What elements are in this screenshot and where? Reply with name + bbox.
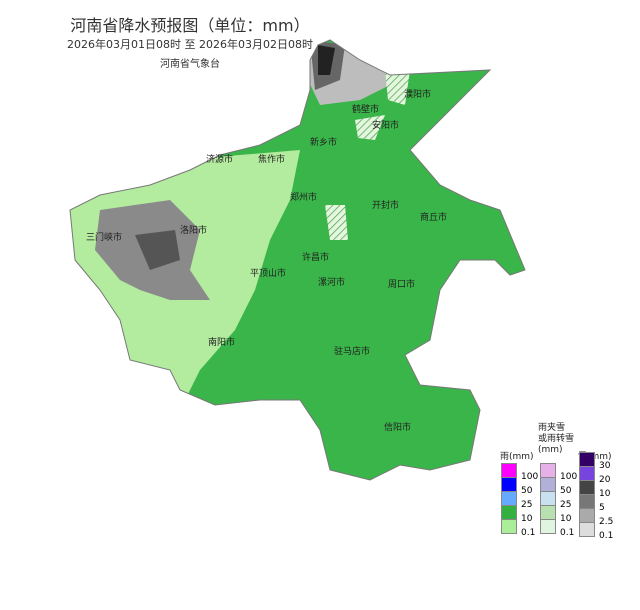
- legend-mixed-swatch: [540, 477, 556, 492]
- legend-snow-label: 20: [599, 475, 611, 485]
- city-label: 信阳市: [384, 421, 411, 433]
- city-label: 新乡市: [310, 136, 337, 148]
- city-label: 南阳市: [208, 336, 235, 348]
- legend-rain-swatch: [501, 491, 517, 506]
- city-label: 许昌市: [302, 251, 329, 263]
- legend-snow-swatch: [579, 508, 595, 523]
- legend-mixed-swatch: [540, 491, 556, 506]
- legend-mixed-label: 0.1: [560, 528, 575, 538]
- legend-mixed-label: 100: [560, 472, 578, 482]
- city-label: 洛阳市: [180, 224, 207, 236]
- legend-rain-swatch: [501, 477, 517, 492]
- legend-mixed-label: 25: [560, 500, 572, 510]
- city-label: 焦作市: [258, 153, 285, 165]
- legend-snow-swatch: [579, 452, 595, 467]
- legend-mixed-title: 雨夹雪 或雨转雪 (mm): [538, 423, 574, 456]
- legend-mixed-swatch: [540, 463, 556, 478]
- legend-snow-swatch: [579, 466, 595, 481]
- city-label: 漯河市: [318, 276, 345, 288]
- legend-snow-label: 0.1: [599, 531, 614, 541]
- city-label: 济源市: [206, 153, 233, 165]
- legend-snow-label: 10: [599, 489, 611, 499]
- city-label: 郑州市: [290, 191, 317, 203]
- city-label: 开封市: [372, 199, 399, 211]
- legend-rain-label: 10: [521, 514, 533, 524]
- city-label: 驻马店市: [334, 345, 370, 357]
- legend-rain-label: 25: [521, 500, 533, 510]
- time-range: 2026年03月01日08时 至 2026年03月02日08时: [67, 38, 313, 51]
- legend-rain-label: 0.1: [521, 528, 536, 538]
- city-labels: 鹤壁市 濮阳市 安阳市 新乡市 济源市 焦作市 郑州市 开封市 商丘市 三门峡市…: [86, 88, 447, 433]
- map-title: 河南省降水预报图（单位：mm）: [70, 16, 310, 35]
- legend-mixed-swatch: [540, 519, 556, 534]
- legend-snow-label: 30: [599, 461, 611, 471]
- legend-mixed-title-2: 或雨转雪: [538, 434, 575, 444]
- city-label: 平顶山市: [250, 267, 286, 279]
- city-label: 商丘市: [420, 211, 447, 223]
- legend-mixed-label: 50: [560, 486, 572, 496]
- city-label: 三门峡市: [86, 231, 122, 243]
- city-label: 安阳市: [372, 119, 399, 131]
- legend-rain-swatch: [501, 505, 517, 520]
- legend-rain-label: 100: [521, 472, 539, 482]
- legend-rain-label: 50: [521, 486, 533, 496]
- legend-rain-title: 雨(mm): [500, 452, 534, 462]
- legend-mixed-swatch: [540, 505, 556, 520]
- legend-rain-swatch: [501, 519, 517, 534]
- city-label: 周口市: [388, 278, 415, 290]
- legend-snow-label: 5: [599, 503, 605, 513]
- city-label: 濮阳市: [404, 88, 431, 100]
- legend-rain-swatch: [501, 463, 517, 478]
- legend-snow-swatch: [579, 480, 595, 495]
- legend-snow-swatch: [579, 494, 595, 509]
- legend-mixed-title-3: (mm): [538, 445, 563, 455]
- legend-mixed-title-1: 雨夹雪: [538, 423, 566, 433]
- issuer: 河南省气象台: [160, 59, 220, 70]
- city-label: 鹤壁市: [352, 103, 379, 115]
- legend-snow-label: 2.5: [599, 517, 614, 527]
- legend-snow-swatch: [579, 522, 595, 537]
- legend-mixed-label: 10: [560, 514, 572, 524]
